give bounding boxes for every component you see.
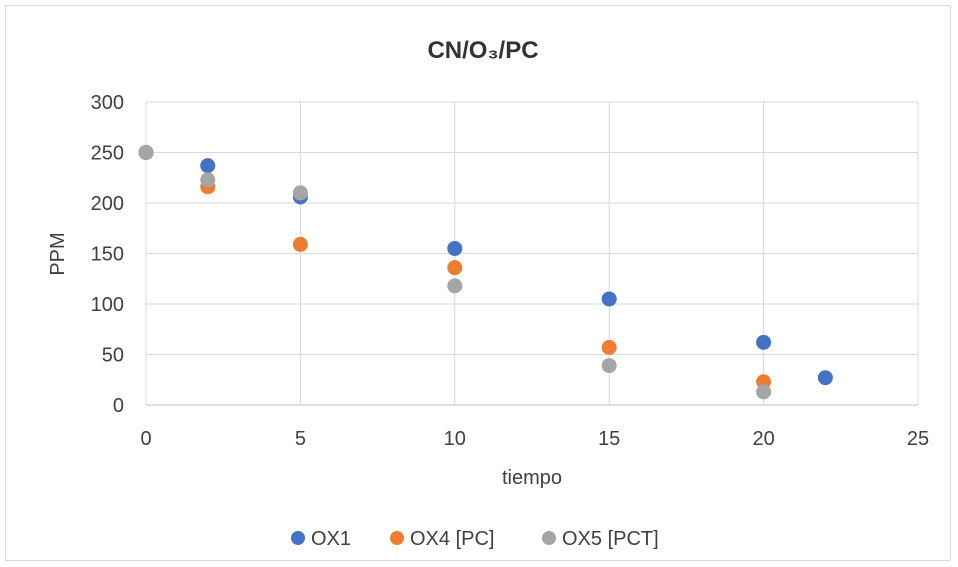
grid-lines bbox=[145, 101, 919, 406]
legend-label: OX4 [PC] bbox=[410, 528, 494, 550]
data-point-ox1 bbox=[447, 240, 463, 256]
y-tick-label: 50 bbox=[102, 345, 124, 367]
y-tick-label: 100 bbox=[91, 294, 124, 316]
y-tick-label: 0 bbox=[113, 395, 124, 417]
x-tick-label: 0 bbox=[140, 428, 151, 450]
data-point-ox5-pct bbox=[292, 185, 308, 201]
data-point-ox5-pct bbox=[200, 172, 216, 188]
legend: OX1 OX4 [PC] OX5 [PCT] bbox=[291, 528, 659, 550]
data-point-ox1 bbox=[601, 291, 617, 307]
data-point-ox1 bbox=[756, 334, 772, 350]
y-tick-label: 150 bbox=[91, 244, 124, 266]
y-tick-label: 250 bbox=[91, 143, 124, 165]
y-axis-ticks: 0 50 100 150 200 250 300 bbox=[91, 92, 124, 417]
chart-frame bbox=[5, 5, 951, 561]
legend-marker bbox=[542, 531, 556, 545]
y-axis-label: PPM bbox=[47, 232, 69, 275]
y-tick-label: 300 bbox=[91, 92, 124, 114]
data-point-ox4-pc bbox=[601, 339, 617, 355]
legend-label: OX1 bbox=[311, 528, 351, 550]
data-point-ox5-pct bbox=[601, 358, 617, 374]
x-tick-label: 15 bbox=[598, 428, 620, 450]
x-tick-label: 20 bbox=[752, 428, 774, 450]
x-tick-label: 10 bbox=[444, 428, 466, 450]
data-points bbox=[138, 145, 833, 400]
data-point-ox5-pct bbox=[447, 278, 463, 294]
data-point-ox1 bbox=[817, 370, 833, 386]
data-point-ox4-pc bbox=[447, 260, 463, 276]
data-point-ox5-pct bbox=[138, 145, 154, 160]
x-axis-ticks: 0 5 10 15 20 25 bbox=[140, 428, 929, 450]
data-point-ox5-pct bbox=[756, 384, 772, 400]
x-tick-label: 5 bbox=[295, 428, 306, 450]
y-tick-label: 200 bbox=[91, 193, 124, 215]
data-point-ox4-pc bbox=[292, 236, 308, 252]
legend-marker bbox=[390, 531, 404, 545]
x-tick-label: 25 bbox=[907, 428, 929, 450]
data-point-ox1 bbox=[200, 158, 216, 174]
x-axis-label: tiempo bbox=[502, 467, 562, 489]
chart-title: CN/O₃/PC bbox=[427, 37, 538, 64]
legend-marker bbox=[291, 531, 305, 545]
legend-label: OX5 [PCT] bbox=[562, 528, 659, 550]
